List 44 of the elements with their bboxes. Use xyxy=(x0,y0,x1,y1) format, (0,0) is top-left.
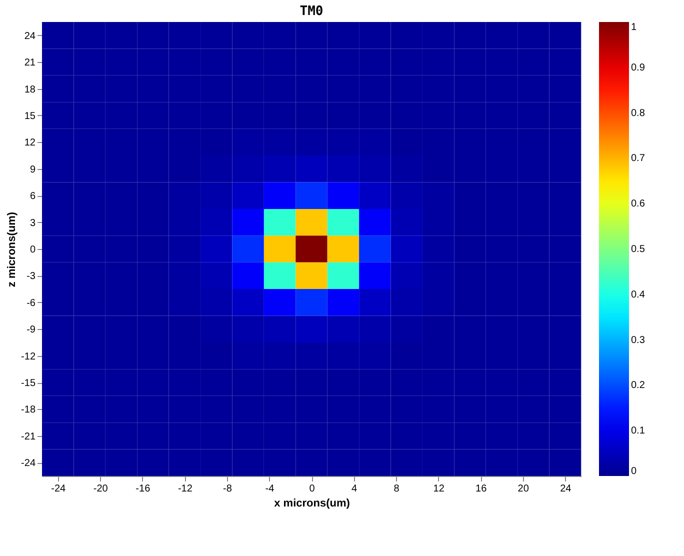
y-tick-label: -3 xyxy=(26,271,36,282)
y-tick-label: -21 xyxy=(21,431,36,442)
color-bar-label: 0.2 xyxy=(631,380,646,392)
y-tick-label: -24 xyxy=(21,458,36,470)
x-axis-title: x microns(um) xyxy=(274,498,350,510)
y-tick-label: 15 xyxy=(24,110,36,122)
y-tick-label: -18 xyxy=(21,404,36,416)
y-tick-label: 6 xyxy=(30,191,36,202)
y-tick-label: 12 xyxy=(24,138,36,149)
y-axis-title: z microns(um) xyxy=(6,212,18,288)
color-bar-label: 0 xyxy=(631,466,637,477)
color-bar-label: 0.3 xyxy=(631,334,646,346)
x-tick-label: -24 xyxy=(51,484,66,494)
chart-title: TM0 xyxy=(300,4,324,19)
y-tick-label: 9 xyxy=(30,164,36,176)
y-tick-label: 18 xyxy=(24,84,36,96)
x-tick-label: -4 xyxy=(265,484,275,494)
color-bar-label: 0.7 xyxy=(631,153,646,164)
y-tick-label: 0 xyxy=(30,244,36,256)
color-bar-label: 0.6 xyxy=(631,198,646,210)
color-bar-label: 0.9 xyxy=(631,62,646,74)
y-tick-label: 21 xyxy=(24,58,36,69)
x-tick-label: -20 xyxy=(93,484,108,494)
y-tick-label: -12 xyxy=(21,351,36,362)
y-tick-label: -6 xyxy=(26,298,36,309)
color-bar-label: 0.8 xyxy=(631,108,646,119)
x-tick-label: 20 xyxy=(518,484,530,494)
y-tick-label: -9 xyxy=(26,324,36,336)
color-bar-label: 0.5 xyxy=(631,244,646,255)
color-bar-label: 1 xyxy=(631,22,637,33)
y-tick-label: -15 xyxy=(21,378,36,390)
x-tick-label: 24 xyxy=(560,484,572,494)
x-tick-label: -12 xyxy=(178,484,193,494)
x-tick-label: 16 xyxy=(476,484,488,494)
x-tick-label: 8 xyxy=(394,484,400,494)
color-bar-label: 0.1 xyxy=(631,426,646,437)
x-tick-label: 0 xyxy=(309,484,316,494)
color-bar-label: 0.4 xyxy=(631,289,646,300)
y-tick-label: 3 xyxy=(30,218,36,229)
x-tick-label: -8 xyxy=(223,484,232,494)
x-tick-label: 4 xyxy=(351,484,358,494)
x-tick-label: 12 xyxy=(433,484,445,494)
x-tick-label: -16 xyxy=(136,484,151,494)
y-tick-label: 24 xyxy=(24,30,36,42)
